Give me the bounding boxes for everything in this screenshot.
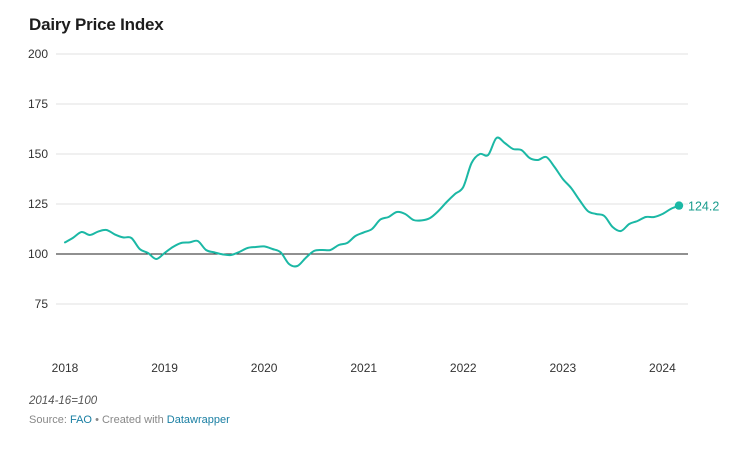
x-tick-label: 2022: [450, 361, 477, 375]
source-separator: • Created with: [95, 414, 164, 426]
datawrapper-link[interactable]: Datawrapper: [166, 414, 230, 426]
y-tick-label: 75: [35, 297, 49, 311]
y-tick-label: 125: [28, 197, 48, 211]
gridlines: [56, 53, 688, 305]
chart-notes: 2014-16=100: [29, 395, 98, 407]
source-prefix: Source:: [29, 414, 67, 426]
x-tick-label: 2018: [52, 361, 79, 375]
x-tick-label: 2021: [350, 361, 377, 375]
x-tick-label: 2019: [151, 361, 178, 375]
end-value-label: 124.2: [688, 200, 719, 214]
chart-source: Source: FAO • Created with Datawrapper: [29, 414, 230, 426]
y-tick-label: 150: [28, 147, 48, 161]
y-tick-label: 200: [28, 47, 48, 61]
chart-title: Dairy Price Index: [29, 15, 164, 34]
y-tick-label: 175: [28, 97, 48, 111]
series-line-dairy-price-index: [64, 136, 680, 268]
x-tick-label: 2020: [251, 361, 278, 375]
series-layer: 124.2: [64, 136, 719, 268]
x-tick-label: 2023: [549, 361, 576, 375]
y-axis-ticks: 75 100 125 150 175 200: [28, 47, 48, 311]
end-point-marker: [674, 201, 684, 210]
y-tick-label: 100: [28, 247, 48, 261]
x-axis-ticks: 2018 2019 2020 2021 2022 2023 2024: [52, 361, 676, 375]
x-tick-label: 2024: [649, 361, 676, 375]
source-link[interactable]: FAO: [69, 414, 92, 426]
